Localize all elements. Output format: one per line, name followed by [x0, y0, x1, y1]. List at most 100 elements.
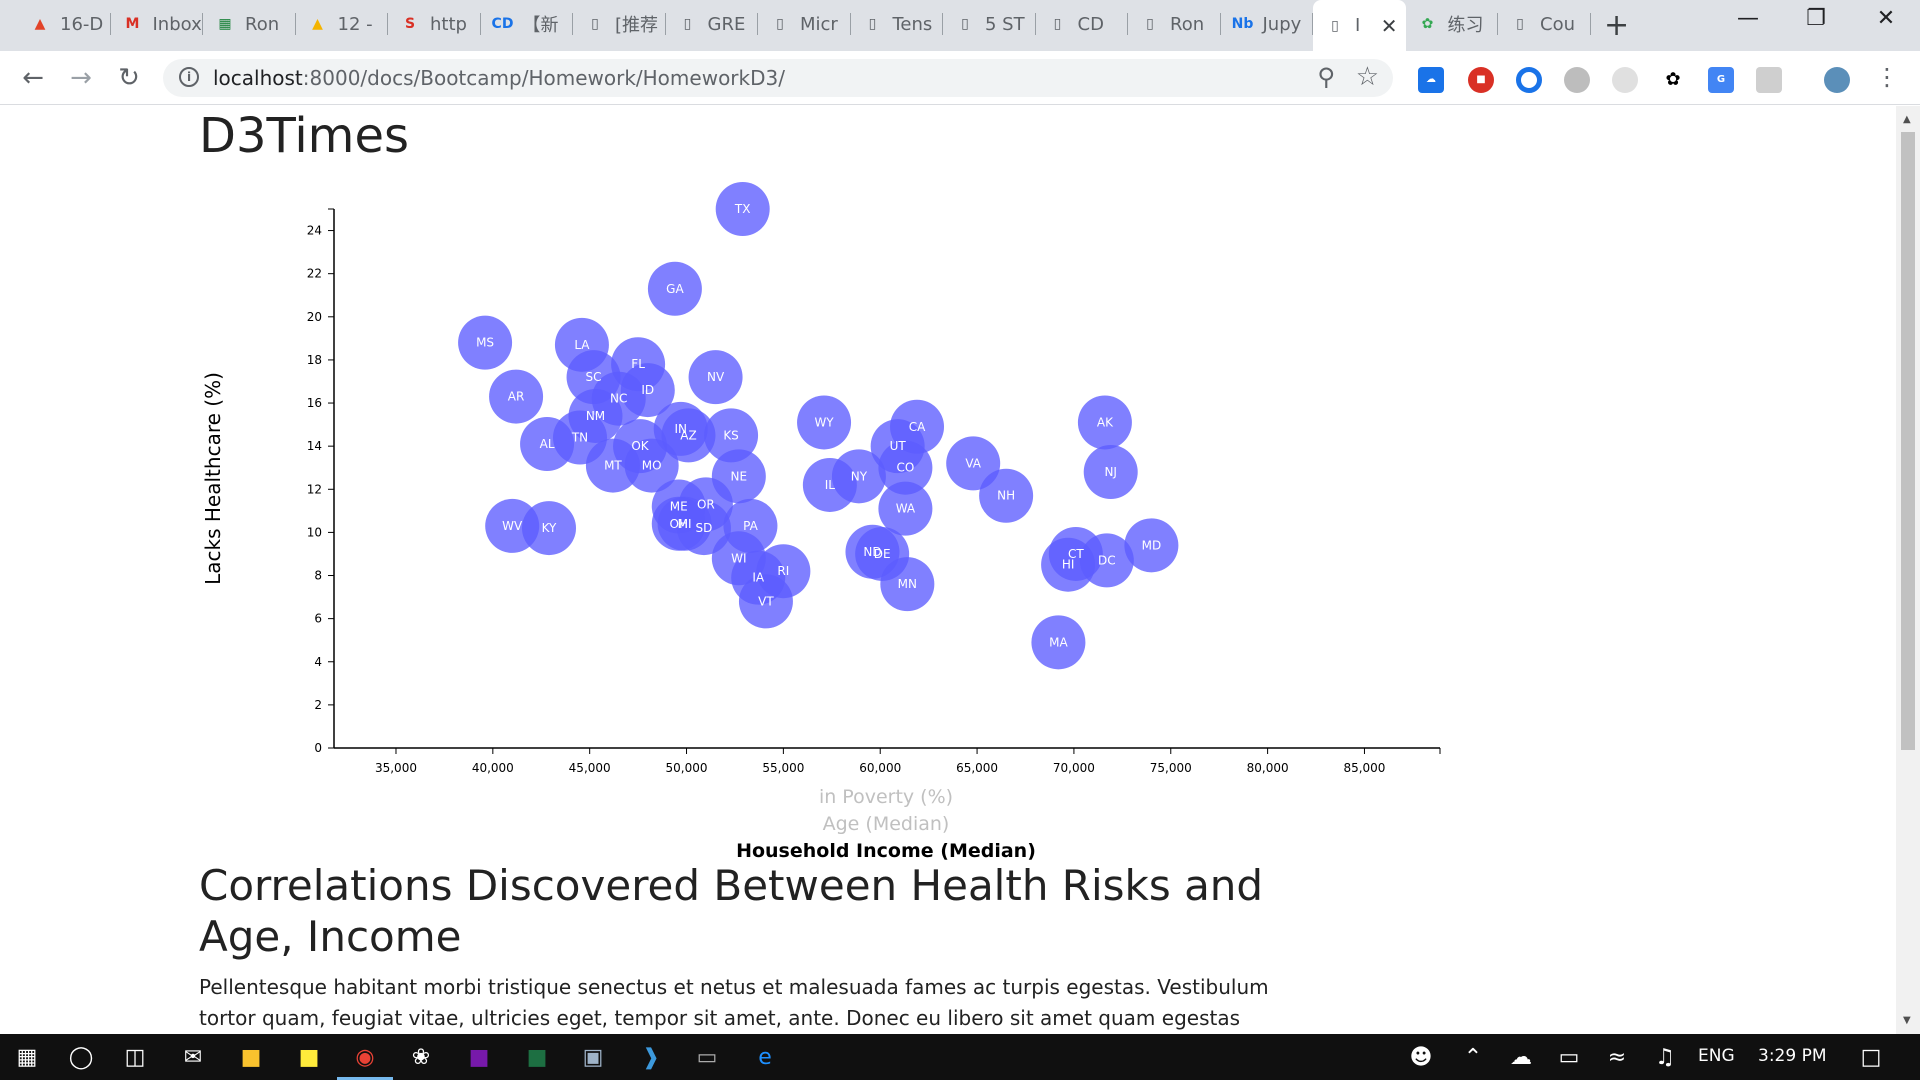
address-bar[interactable]: i localhost:8000/docs/Bootcamp/Homework/…	[163, 59, 1393, 97]
clock[interactable]: 3:29 PM	[1758, 1046, 1827, 1066]
vscode-icon[interactable]: ❱	[641, 1044, 661, 1070]
y-axis-label[interactable]: Lacks Healthcare (%)	[201, 372, 225, 585]
minimize-button[interactable]: —	[1737, 6, 1759, 31]
sticky-notes-icon[interactable]: ■	[298, 1044, 320, 1070]
state-circle[interactable]	[522, 501, 577, 556]
extension-off-icon[interactable]: ☁	[1418, 67, 1444, 93]
scroll-up-icon[interactable]: ▲	[1903, 114, 1911, 125]
page-content: D3Times 35,000 40,000 45,000 50,000 55,000 60…	[0, 106, 1896, 1034]
browser-tab[interactable]: ✿ 练习	[1406, 9, 1498, 39]
file-explorer-icon[interactable]: ■	[240, 1044, 262, 1070]
volume-muted-icon[interactable]: ♫	[1655, 1044, 1675, 1070]
state-circle[interactable]	[715, 182, 770, 236]
state-circle[interactable]	[1124, 518, 1179, 573]
translate-icon[interactable]: G	[1708, 67, 1734, 93]
state-circle[interactable]	[738, 574, 793, 629]
x-axis-label[interactable]: Age (Median)	[823, 813, 950, 835]
state-circle[interactable]	[661, 408, 716, 463]
url-text[interactable]: localhost:8000/docs/Bootcamp/Homework/Ho…	[213, 66, 785, 90]
state-circle[interactable]	[1031, 615, 1086, 670]
state-circle[interactable]	[704, 408, 759, 463]
browser-tab[interactable]: ▯ Micr	[758, 9, 851, 39]
browser-tab[interactable]: ▲ 16-D	[18, 9, 111, 39]
state-circle[interactable]	[647, 261, 702, 316]
browser-tab[interactable]: ▯ [推荐	[573, 9, 666, 39]
paw-icon[interactable]: ✿	[1660, 67, 1686, 93]
onedrive-icon[interactable]: ☁	[1510, 1044, 1532, 1070]
reload-button[interactable]: ↻	[118, 63, 140, 93]
close-window-button[interactable]: ✕	[1876, 6, 1896, 31]
state-circle[interactable]	[878, 440, 933, 495]
state-circle[interactable]	[979, 468, 1034, 523]
task-view-icon[interactable]: ◫	[124, 1044, 146, 1070]
close-tab-icon[interactable]: ✕	[1380, 14, 1398, 38]
state-circle[interactable]	[1077, 395, 1132, 450]
state-circle[interactable]	[676, 501, 731, 556]
state-circle[interactable]	[1079, 533, 1134, 588]
state-circle[interactable]	[880, 557, 935, 612]
browser-tab[interactable]: ▦ Ron	[203, 9, 296, 39]
language-indicator[interactable]: ENG	[1698, 1046, 1735, 1066]
menu-icon[interactable]: ⋮	[1875, 63, 1899, 91]
state-circle[interactable]	[489, 369, 544, 424]
state-circle[interactable]	[797, 395, 852, 450]
state-circle[interactable]	[520, 417, 575, 472]
mail-icon[interactable]: ✉	[183, 1044, 203, 1070]
page-icon: ▯	[683, 16, 692, 32]
photos-icon[interactable]: ▣	[582, 1044, 604, 1070]
x-axis-label[interactable]: Household Income (Median)	[736, 840, 1036, 862]
forward-button[interactable]: →	[70, 63, 92, 93]
excel-icon[interactable]: ■	[526, 1044, 548, 1070]
wifi-icon[interactable]: ≈	[1607, 1044, 1627, 1070]
browser-tab[interactable]: ▯ 5 ST	[943, 9, 1036, 39]
extension-gray-icon[interactable]	[1564, 67, 1590, 93]
profile-avatar[interactable]	[1824, 67, 1850, 93]
state-label: NY	[851, 469, 868, 483]
page-scrollbar[interactable]: ▲ ▼	[1896, 106, 1920, 1034]
chevron-up-icon[interactable]: ⌃	[1463, 1044, 1483, 1070]
terminal-icon[interactable]: ▭	[696, 1044, 718, 1070]
cortana-icon[interactable]: ◯	[68, 1044, 94, 1070]
state-circle[interactable]	[1083, 445, 1138, 500]
state-label: SD	[696, 521, 713, 535]
battery-icon[interactable]: ▭	[1558, 1044, 1580, 1070]
extension-circle-icon[interactable]	[1516, 67, 1542, 93]
app-icon[interactable]: ❀	[411, 1044, 431, 1070]
browser-tab[interactable]: ▯ CD	[1036, 9, 1128, 39]
new-tab-button[interactable]: +	[1604, 8, 1630, 43]
browser-tab[interactable]: ▯ Cou	[1498, 9, 1591, 39]
state-circle[interactable]	[585, 438, 640, 493]
state-circle[interactable]	[624, 438, 679, 493]
extension-light-icon[interactable]	[1612, 67, 1638, 93]
browser-tab[interactable]: M Inbox	[111, 9, 203, 39]
windows-start-icon[interactable]: ▦	[16, 1044, 38, 1070]
extension-es-icon[interactable]	[1756, 67, 1782, 93]
zoom-icon[interactable]: ⚲	[1317, 63, 1335, 91]
onenote-icon[interactable]: ■	[468, 1044, 490, 1070]
bookmark-star-icon[interactable]: ☆	[1355, 62, 1379, 92]
chrome-icon[interactable]: ◉	[355, 1044, 375, 1070]
browser-tab[interactable]: ▯ Ron	[1128, 9, 1221, 39]
adblock-icon[interactable]: ■	[1468, 67, 1494, 93]
maximize-button[interactable]: ❐	[1806, 6, 1826, 31]
browser-tab[interactable]: ▯ Tens	[851, 9, 943, 39]
state-circle[interactable]	[878, 481, 933, 536]
browser-tab[interactable]: CD 【新	[481, 9, 573, 39]
browser-tab[interactable]: ▯ GRE	[666, 9, 758, 39]
scroll-down-icon[interactable]: ▼	[1903, 1015, 1911, 1026]
browser-tab[interactable]: ▲ 12 -	[296, 9, 388, 39]
scrollbar-thumb[interactable]	[1901, 132, 1915, 750]
edge-icon[interactable]: e	[758, 1044, 772, 1070]
state-circle[interactable]	[458, 315, 513, 370]
notifications-icon[interactable]: □	[1860, 1044, 1882, 1070]
back-button[interactable]: ←	[22, 63, 44, 93]
state-circle[interactable]	[831, 449, 886, 504]
people-icon[interactable]: ☻	[1409, 1044, 1433, 1070]
browser-tab[interactable]: ▯ I ✕	[1313, 0, 1406, 51]
browser-tab[interactable]: Nb Jupy	[1221, 9, 1313, 39]
state-circle[interactable]	[688, 350, 743, 405]
info-icon[interactable]: i	[179, 67, 199, 87]
x-axis-label[interactable]: in Poverty (%)	[819, 786, 953, 808]
state-circle[interactable]	[946, 436, 1001, 491]
